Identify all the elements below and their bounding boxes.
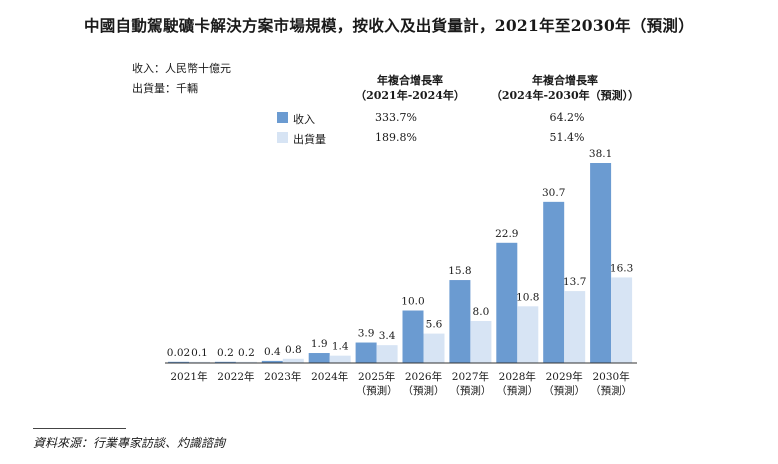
- legend-swatch-shipment: [277, 132, 288, 143]
- x-tick-label-2: 2022年: [217, 370, 254, 383]
- bar-revenue-4: [308, 353, 330, 363]
- legend-swatch-revenue: [277, 112, 288, 123]
- data-label-shipment-3: 0.8: [285, 344, 302, 356]
- bar-revenue-2: [214, 361, 236, 363]
- data-label-revenue-3: 0.4: [264, 346, 281, 358]
- data-label-revenue-4: 1.9: [311, 338, 328, 350]
- bar-shipment-10: [611, 277, 633, 363]
- cagr-shipment-2024-2030: 51.4%: [549, 131, 585, 144]
- bar-revenue-10: [590, 163, 612, 363]
- bar-revenue-6: [402, 310, 424, 363]
- data-label-shipment-10: 16.3: [610, 262, 633, 274]
- cagr-header-1-period: （2021年-2024年）: [355, 89, 465, 102]
- x-tick-label-6: 2026年: [405, 370, 442, 383]
- x-tick-label-5: 2025年: [358, 370, 395, 383]
- bar-revenue-7: [449, 280, 471, 363]
- x-tick-sublabel-7: （預測）: [449, 384, 491, 397]
- bar-revenue-9: [543, 201, 565, 363]
- data-label-revenue-10: 38.1: [589, 148, 612, 160]
- legend-label-revenue: 收入: [293, 113, 315, 126]
- data-label-shipment-5: 3.4: [379, 330, 396, 342]
- bar-shipment-8: [517, 306, 539, 363]
- x-tick-label-4: 2024年: [311, 370, 348, 383]
- cagr-header-2024-2030: 年複合增長率 （2024年-2030年（預測））: [470, 73, 660, 103]
- bar-revenue-5: [355, 342, 377, 363]
- data-label-shipment-1: 0.1: [191, 347, 208, 359]
- bar-shipment-9: [564, 291, 586, 363]
- bar-shipment-3: [282, 358, 304, 363]
- bar-revenue-3: [261, 360, 283, 363]
- cagr-shipment-2021-2024: 189.8%: [375, 131, 417, 144]
- data-label-revenue-6: 10.0: [401, 296, 424, 308]
- cagr-header-2-title: 年複合增長率: [532, 74, 598, 87]
- x-tick-sublabel-8: （預測）: [496, 384, 538, 397]
- data-label-shipment-9: 13.7: [563, 276, 586, 288]
- data-label-shipment-8: 10.8: [516, 291, 539, 303]
- cagr-header-1-title: 年複合增長率: [377, 74, 443, 87]
- bar-revenue-8: [496, 242, 518, 363]
- bar-shipment-5: [376, 345, 398, 363]
- data-label-shipment-7: 8.0: [473, 306, 490, 318]
- data-label-revenue-9: 30.7: [542, 187, 565, 199]
- shipment-unit-label: 出貨量：千輛: [132, 82, 198, 95]
- x-tick-label-9: 2029年: [546, 370, 583, 383]
- data-label-shipment-4: 1.4: [332, 341, 349, 353]
- x-tick-sublabel-6: （預測）: [403, 384, 445, 397]
- bar-shipment-7: [470, 321, 492, 363]
- cagr-revenue-2021-2024: 333.7%: [375, 111, 417, 124]
- x-tick-label-3: 2023年: [264, 370, 301, 383]
- data-label-revenue-8: 22.9: [495, 228, 518, 240]
- cagr-revenue-2024-2030: 64.2%: [549, 111, 585, 124]
- data-label-shipment-6: 5.6: [426, 319, 443, 331]
- bar-revenue-1: [168, 361, 189, 363]
- bar-shipment-4: [329, 355, 351, 363]
- legend-label-shipment: 出貨量: [293, 133, 326, 146]
- source-note: 資料來源：行業專家訪談、灼識諮詢: [33, 436, 226, 450]
- x-tick-sublabel-9: （預測）: [543, 384, 585, 397]
- x-tick-label-1: 2021年: [170, 370, 207, 383]
- data-label-revenue-1: 0.02: [167, 347, 190, 359]
- bar-shipment-6: [423, 333, 445, 363]
- x-tick-label-8: 2028年: [499, 370, 536, 383]
- source-divider: [33, 428, 126, 429]
- data-label-revenue-7: 15.8: [448, 265, 471, 277]
- bar-shipment-2: [235, 361, 257, 363]
- cagr-header-2021-2024: 年複合增長率 （2021年-2024年）: [335, 73, 485, 103]
- data-label-revenue-2: 0.2: [217, 347, 234, 359]
- x-tick-sublabel-10: （預測）: [590, 384, 632, 397]
- x-tick-label-10: 2030年: [592, 370, 629, 383]
- cagr-header-2-period: （2024年-2030年（預測））: [490, 89, 640, 102]
- data-label-revenue-5: 3.9: [358, 328, 375, 340]
- data-label-shipment-2: 0.2: [238, 347, 255, 359]
- bar-shipment-1: [189, 361, 210, 363]
- x-tick-sublabel-5: （預測）: [356, 384, 398, 397]
- revenue-unit-label: 收入：人民幣十億元: [132, 62, 231, 75]
- chart-title: 中國自動駕駛礦卡解決方案市場規模，按收入及出貨量計，2021年至2030年（預測…: [83, 16, 695, 35]
- x-tick-label-7: 2027年: [452, 370, 489, 383]
